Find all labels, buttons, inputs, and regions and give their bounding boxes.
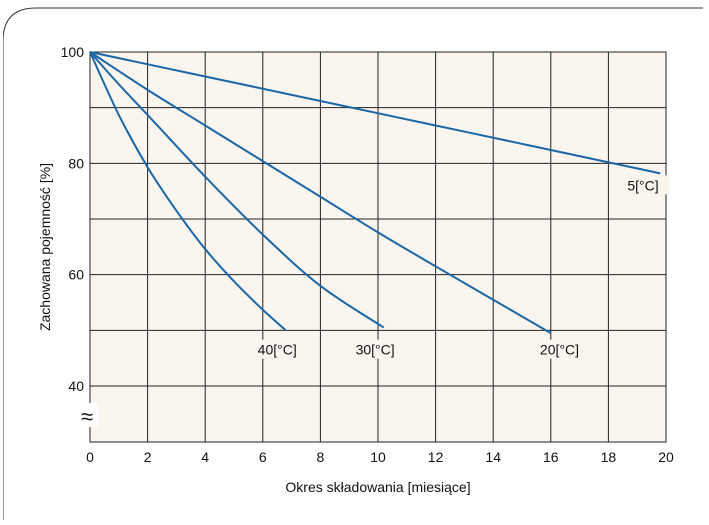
- series-lines: [89, 51, 661, 334]
- axis-break-mark: ≈: [81, 404, 93, 429]
- x-tick-label: 6: [259, 449, 267, 465]
- x-tick-label: 20: [658, 449, 674, 465]
- x-tick-label: 8: [317, 449, 325, 465]
- y-tick-label: 100: [61, 44, 85, 60]
- series-label: 30[°C]: [356, 342, 395, 358]
- x-tick-label: 16: [543, 449, 559, 465]
- axes: 0 2 4 6 8 10 12 14 16 18 20 40 60 80 100 ≈: [61, 44, 674, 465]
- y-tick-label: 60: [68, 267, 84, 283]
- series-label-background: [533, 339, 586, 359]
- series-label-background: [616, 175, 669, 195]
- y-tick-label: 80: [68, 155, 84, 171]
- x-tick-label: 18: [601, 449, 617, 465]
- x-tick-label: 0: [86, 449, 94, 465]
- series-labels: 5[°C] 40[°C] 30[°C] 20[°C]: [251, 175, 669, 359]
- x-tick-label: 10: [370, 449, 386, 465]
- series-line: [89, 51, 552, 334]
- series-label-background: [251, 339, 304, 359]
- series-line: [89, 51, 385, 329]
- x-tick-label: 2: [144, 449, 152, 465]
- y-tick-label: 40: [68, 378, 84, 394]
- chart-frame: [3, 7, 703, 520]
- x-axis-label: Okres składowania [miesiące]: [285, 479, 470, 495]
- grid-lines: [89, 51, 667, 443]
- y-axis-label: Zachowana pojemność [%]: [37, 163, 53, 331]
- x-tick-label: 14: [485, 449, 501, 465]
- series-line: [89, 51, 661, 175]
- series-label-background: [349, 339, 402, 359]
- x-tick-label: 4: [201, 449, 209, 465]
- axis-break-mask: [76, 403, 98, 427]
- series-line: [89, 51, 287, 332]
- plot-border: [89, 51, 667, 443]
- chart-border: [3, 7, 703, 520]
- x-tick-label: 12: [428, 449, 444, 465]
- series-label: 40[°C]: [258, 342, 297, 358]
- series-label: 5[°C]: [627, 177, 658, 193]
- series-label: 20[°C]: [540, 342, 579, 358]
